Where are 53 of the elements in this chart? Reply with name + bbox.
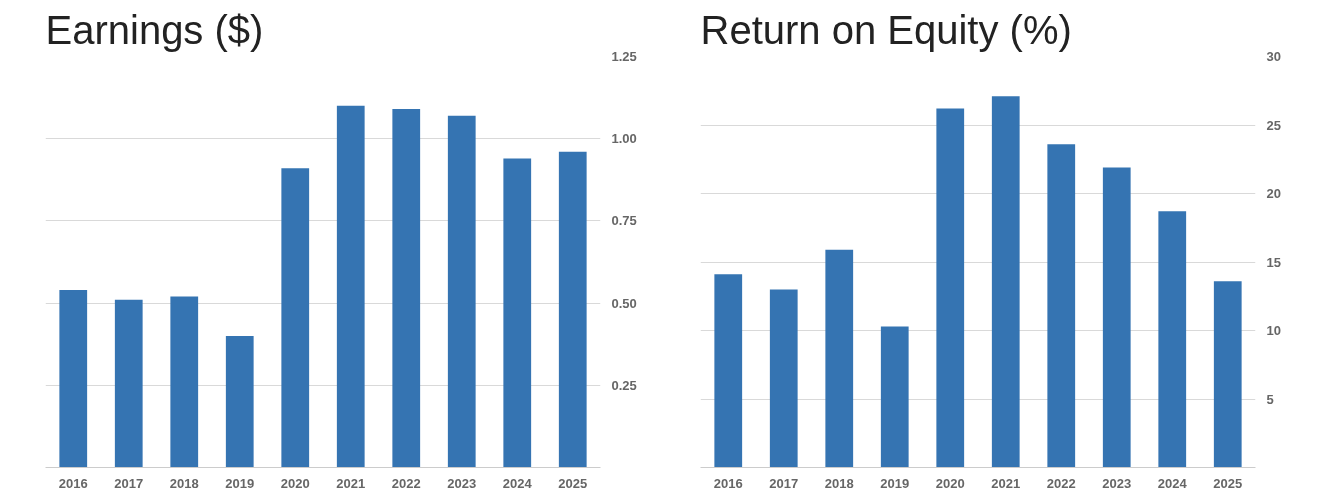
bar <box>880 326 909 468</box>
y-tick-label: 1.00 <box>611 131 637 147</box>
chart-title: Earnings ($) <box>45 7 264 52</box>
bar <box>447 115 476 468</box>
y-tick-label: 20 <box>1266 186 1281 201</box>
bar <box>336 105 365 468</box>
x-tick-label: 2017 <box>114 475 144 491</box>
x-tick-label: 2024 <box>502 475 533 491</box>
y-tick-label: 15 <box>1266 254 1281 270</box>
x-tick-label: 2023 <box>447 475 477 491</box>
chart-title: Return on Equity (%) <box>700 7 1072 52</box>
bar <box>59 289 88 468</box>
x-tick-label: 2017 <box>769 475 799 491</box>
y-tick-label: 5 <box>1266 391 1274 407</box>
y-tick-label: 10 <box>1266 323 1281 338</box>
bar <box>991 96 1020 468</box>
bar <box>769 289 798 468</box>
x-tick-label: 2022 <box>1046 475 1076 491</box>
y-tick-label: 0.75 <box>611 213 637 229</box>
x-tick-label: 2016 <box>58 475 88 491</box>
bar <box>114 299 143 468</box>
y-tick-label: 25 <box>1266 117 1281 133</box>
x-tick-label: 2019 <box>225 475 255 491</box>
x-tick-label: 2018 <box>824 475 854 491</box>
x-tick-label: 2016 <box>713 475 743 491</box>
bar <box>281 168 310 468</box>
x-tick-label: 2022 <box>391 475 421 491</box>
bar <box>1213 281 1242 468</box>
x-tick-label: 2020 <box>935 475 965 491</box>
x-tick-label: 2025 <box>558 475 588 491</box>
x-tick-label: 2021 <box>336 475 366 491</box>
x-tick-label: 2018 <box>169 475 199 491</box>
x-tick-label: 2024 <box>1157 475 1188 491</box>
x-tick-label: 2020 <box>280 475 310 491</box>
bar <box>503 158 532 468</box>
bar <box>825 249 854 468</box>
y-tick-label: 0.50 <box>611 295 637 311</box>
bar <box>558 151 587 468</box>
bar <box>392 109 421 468</box>
bar <box>936 108 965 468</box>
bar <box>170 296 199 468</box>
y-tick-label: 0.25 <box>611 377 637 393</box>
y-tick-label: 1.25 <box>611 49 637 64</box>
x-tick-label: 2023 <box>1102 475 1132 491</box>
bar <box>1102 167 1131 468</box>
bar <box>1047 144 1076 468</box>
bar <box>714 274 743 468</box>
x-tick-label: 2019 <box>880 475 910 491</box>
bar <box>225 335 254 468</box>
y-tick-label: 30 <box>1266 49 1281 64</box>
x-tick-label: 2025 <box>1213 475 1243 491</box>
x-tick-label: 2021 <box>991 475 1021 491</box>
bar <box>1158 211 1187 468</box>
